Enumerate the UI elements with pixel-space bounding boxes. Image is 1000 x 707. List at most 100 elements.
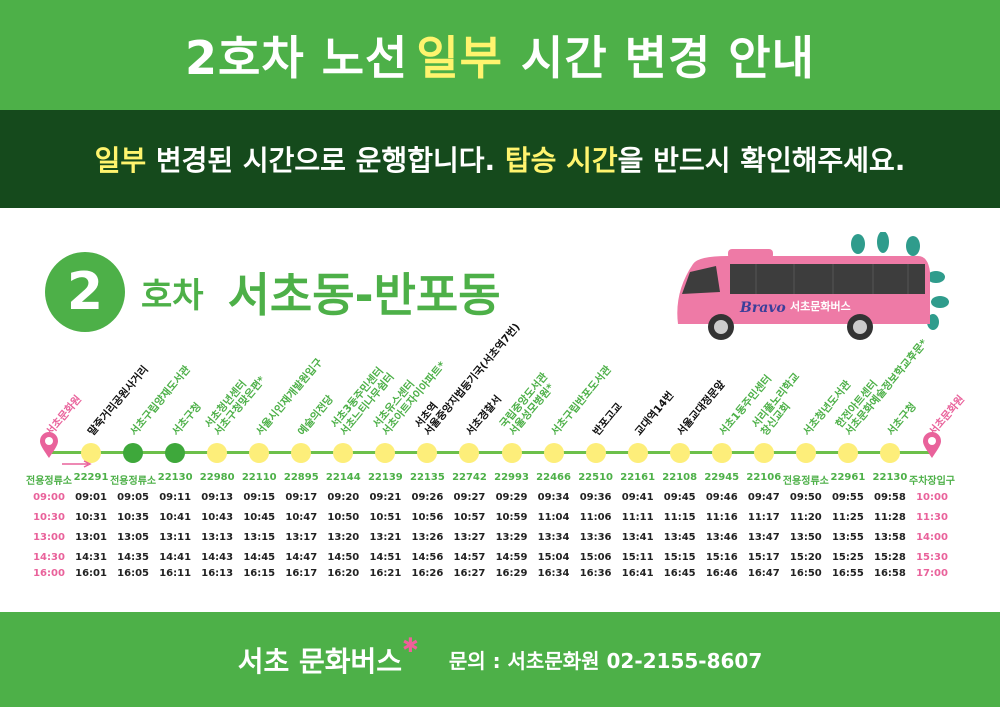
time-cell: 09:41 xyxy=(621,492,654,503)
time-cell: 09:15 xyxy=(243,492,276,503)
time-cell: 09:46 xyxy=(705,492,738,503)
time-cell: 13:50 xyxy=(789,532,822,543)
time-cell: 15:11 xyxy=(621,552,654,563)
time-cell: 09:11 xyxy=(159,492,192,503)
stop-dot xyxy=(543,443,564,463)
bus-logo: Bravo xyxy=(739,300,786,316)
stop-id: 22961 xyxy=(830,472,866,483)
stop-id: 22161 xyxy=(620,472,656,483)
stop-name: 교대역14번 xyxy=(632,389,675,438)
time-cell: 10:56 xyxy=(411,512,444,523)
time-cell: 11:17 xyxy=(747,512,780,523)
time-cell: 11:06 xyxy=(579,512,612,523)
time-cell: 15:15 xyxy=(663,552,696,563)
stop-name-line: 서초경찰서 xyxy=(464,393,505,438)
time-cell: 09:26 xyxy=(411,492,444,503)
stop-name-line: 서초구청 xyxy=(884,400,919,438)
stop-id: 22110 xyxy=(241,472,277,483)
subtitle-text: 변경된 시간으로 운행합니다. xyxy=(146,144,505,177)
time-cell: 13:45 xyxy=(663,532,696,543)
time-cell: 14:50 xyxy=(327,552,360,563)
time-cell: 15:28 xyxy=(874,552,906,563)
time-cell: 09:55 xyxy=(831,492,864,503)
stop-id: 22108 xyxy=(662,472,698,483)
stop-id: 22510 xyxy=(578,472,613,483)
stop-id: 22144 xyxy=(325,472,361,483)
time-cell: 16:15 xyxy=(243,568,276,579)
stop-id: 22895 xyxy=(283,472,319,483)
time-cell: 16:26 xyxy=(411,568,444,579)
time-cell: 13:36 xyxy=(579,532,612,543)
subtitle-highlight-2: 탑승 시간 xyxy=(504,144,618,177)
time-cell: 09:58 xyxy=(874,492,906,503)
time-cell: 13:46 xyxy=(705,532,738,543)
route-unit: 호차 xyxy=(141,275,204,316)
stars-icon: ✱ xyxy=(402,632,419,657)
time-cell: 16:13 xyxy=(201,568,234,579)
stop-dot xyxy=(123,443,144,463)
time-cell: 09:00 xyxy=(33,492,65,503)
time-cell: 09:34 xyxy=(537,492,570,503)
time-cell: 11:25 xyxy=(831,512,864,523)
stop-name-line: 반포고교 xyxy=(590,400,625,438)
stop-name-line: 서초문화원 xyxy=(43,393,85,438)
stop-name-line: 교대역14번 xyxy=(632,389,676,438)
time-cell: 09:17 xyxy=(285,492,318,503)
time-cell: 14:51 xyxy=(369,552,402,563)
stop-id: 22130 xyxy=(157,472,193,483)
stop-dot xyxy=(795,443,816,463)
time-cell: 10:00 xyxy=(916,492,948,503)
stop-name: 반포고교 xyxy=(590,401,624,438)
stop-dot xyxy=(501,443,522,463)
footer: 서초 문화버스 ✱ 문의 : 서초문화원 02-2155-8607 xyxy=(0,612,1000,707)
stop-dot xyxy=(249,443,270,463)
time-cell: 13:20 xyxy=(327,532,360,543)
time-cell: 13:55 xyxy=(831,532,864,543)
time-cell: 11:28 xyxy=(874,512,906,523)
stop-id: 22135 xyxy=(410,472,445,483)
time-cell: 09:20 xyxy=(327,492,360,503)
location-pin-icon xyxy=(922,431,942,463)
stop-dot xyxy=(375,443,396,463)
time-cell: 13:34 xyxy=(537,532,570,543)
stop-name-line: 서초구청 xyxy=(169,400,204,438)
time-cell: 15:17 xyxy=(747,552,780,563)
time-cell: 13:29 xyxy=(495,532,528,543)
time-cell: 09:13 xyxy=(201,492,234,503)
time-cell: 10:41 xyxy=(159,512,192,523)
time-cell: 13:05 xyxy=(117,532,150,543)
subtitle-highlight: 일부 xyxy=(94,144,147,177)
time-cell: 16:20 xyxy=(327,568,360,579)
time-cell: 13:17 xyxy=(285,532,318,543)
stop-id: 22980 xyxy=(199,472,235,483)
time-cell: 16:05 xyxy=(117,568,150,579)
time-cell: 16:58 xyxy=(874,568,906,579)
time-cell: 13:27 xyxy=(453,532,486,543)
time-cell: 11:04 xyxy=(537,512,570,523)
footer-brand: 서초 문화버스 xyxy=(237,644,403,678)
stop-id: 22945 xyxy=(704,472,740,483)
time-cell: 14:59 xyxy=(495,552,528,563)
time-cell: 15:16 xyxy=(705,552,738,563)
time-cell: 14:35 xyxy=(117,552,150,563)
time-cell: 11:11 xyxy=(621,512,654,523)
time-cell: 13:13 xyxy=(201,532,234,543)
time-cell: 09:21 xyxy=(369,492,402,503)
stop-id: 22742 xyxy=(452,472,487,483)
route-number-badge: 2 xyxy=(45,252,125,332)
stop-id: 전용정류소 xyxy=(110,476,157,487)
time-cell: 10:45 xyxy=(243,512,276,523)
time-cell: 16:41 xyxy=(621,568,654,579)
time-cell: 13:21 xyxy=(369,532,402,543)
time-cell: 14:30 xyxy=(33,552,65,563)
time-cell: 09:29 xyxy=(495,492,528,503)
time-cell: 10:31 xyxy=(75,512,107,523)
time-cell: 13:41 xyxy=(621,532,654,543)
time-cell: 11:15 xyxy=(663,512,696,523)
stop-dot xyxy=(669,443,690,463)
time-cell: 13:00 xyxy=(33,532,65,543)
stop-id: 주차장입구 xyxy=(909,476,955,487)
stop-dot xyxy=(711,443,732,463)
footer-contact: 문의 : 서초문화원 02-2155-8607 xyxy=(448,649,763,673)
time-cell: 09:27 xyxy=(453,492,486,503)
